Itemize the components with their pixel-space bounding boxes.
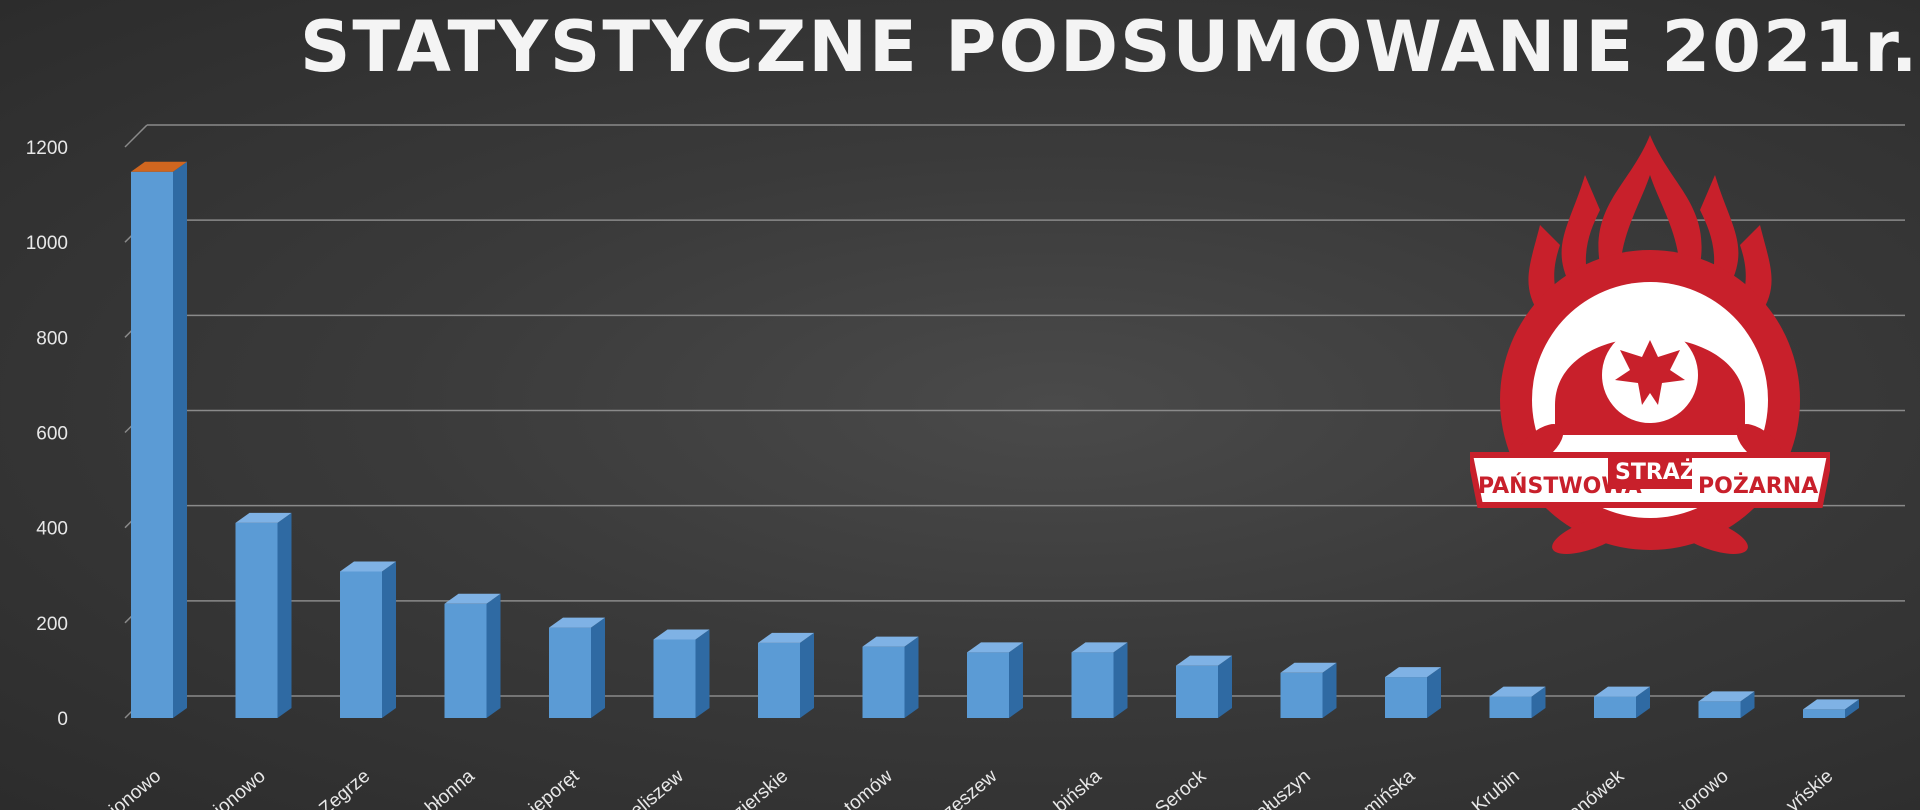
y-tick-label: 0	[57, 709, 68, 730]
bar-top	[653, 629, 710, 640]
bar	[1071, 642, 1128, 718]
bar	[758, 632, 814, 718]
bar-top	[862, 636, 919, 647]
x-tick-label: ...mińska	[1347, 765, 1419, 810]
bar-top	[1803, 699, 1859, 710]
bar-front	[967, 652, 1009, 718]
logo-text-3: POŻARNA	[1698, 473, 1818, 499]
bar-front	[131, 171, 173, 718]
bar-top	[1385, 667, 1441, 678]
bar-front	[1280, 672, 1323, 718]
bar	[235, 512, 292, 718]
bar-front	[1176, 665, 1218, 718]
bar	[653, 629, 710, 718]
y-tick-label: 400	[36, 519, 68, 540]
bar	[967, 642, 1023, 718]
bar	[549, 617, 605, 718]
bar	[340, 561, 396, 718]
bar	[1176, 655, 1232, 718]
bar-top	[1280, 662, 1337, 673]
bar-front	[1071, 652, 1114, 718]
bar	[1489, 686, 1546, 718]
bar-top	[1176, 655, 1232, 666]
bar	[444, 593, 501, 718]
bar-front	[862, 646, 905, 718]
bar-top	[1698, 691, 1755, 702]
bar-front	[1489, 696, 1532, 718]
x-tick-label: ...anówek	[1552, 765, 1628, 810]
bar-top	[1071, 642, 1128, 653]
x-tick-label: ...ieporęt	[513, 765, 584, 810]
bar-front	[1594, 696, 1636, 718]
bar-front	[653, 639, 696, 718]
bar-front	[1803, 709, 1845, 718]
bar-front	[1385, 677, 1427, 718]
x-tick-label: ...zeszew	[927, 766, 1001, 810]
bar-top	[131, 161, 187, 172]
psp-emblem-logo: PAŃSTWOWA STRAŻ POŻARNA	[1470, 135, 1830, 554]
bar	[862, 636, 919, 718]
y-tick-label: 1000	[26, 233, 68, 254]
x-tick-label: ...iorowo	[1664, 766, 1733, 810]
x-tick-label: ...zierskie	[717, 766, 792, 810]
y-tick-label: 200	[36, 614, 68, 635]
x-tick-label: ...yńskie	[1770, 766, 1837, 810]
bar-front	[235, 522, 278, 718]
bar	[1698, 691, 1755, 718]
bar	[131, 161, 187, 718]
bar	[1803, 699, 1859, 718]
bar-top	[444, 593, 501, 604]
x-tick-label: ...iałuszyn	[1236, 766, 1314, 810]
x-tick-label: ...Zegrze	[303, 766, 374, 810]
bar-front	[549, 627, 591, 718]
bar-top	[967, 642, 1023, 653]
x-tick-label: ...bińska	[1038, 765, 1106, 810]
x-tick-label: ...Krubin	[1456, 766, 1524, 810]
bars	[131, 161, 1859, 718]
x-tick-label: ...ionowo	[198, 766, 270, 810]
bar-top	[1489, 686, 1546, 697]
y-tick-label: 800	[36, 328, 68, 349]
bar	[1280, 662, 1337, 718]
bar-front	[1698, 701, 1741, 718]
x-tick-label: ...ionowo	[93, 766, 165, 810]
logo-text-2: STRAŻ	[1615, 459, 1696, 485]
eagle-icon	[1615, 340, 1685, 405]
bar-top	[235, 512, 292, 523]
bar	[1385, 667, 1441, 718]
y-tick-label: 1200	[26, 138, 68, 159]
bar	[1594, 686, 1650, 718]
y-tick-label: 600	[36, 424, 68, 445]
x-tick-label: ...tomów	[828, 766, 897, 810]
grid-line-slant	[124, 124, 148, 148]
x-tick-label: ...Serock	[1139, 765, 1210, 810]
chart-title: STATYSTYCZNE PODSUMOWANIE 2021r.	[300, 6, 1920, 88]
x-tick-label: ...błonna	[409, 765, 479, 810]
bar-top	[549, 617, 605, 628]
x-tick-label: ...eliszew	[614, 766, 688, 810]
x-axis-labels: ...ionowo ...ionowo ...Zegrze ...błonna ...i…	[93, 765, 1837, 810]
bar-front	[340, 571, 382, 718]
bar-top	[1594, 686, 1650, 697]
bar-front	[758, 642, 800, 718]
bar-top	[758, 632, 814, 643]
bar-front	[444, 603, 487, 718]
bar-top	[340, 561, 396, 572]
y-axis: 0 200 400 600 800 1000 1200	[26, 138, 68, 730]
